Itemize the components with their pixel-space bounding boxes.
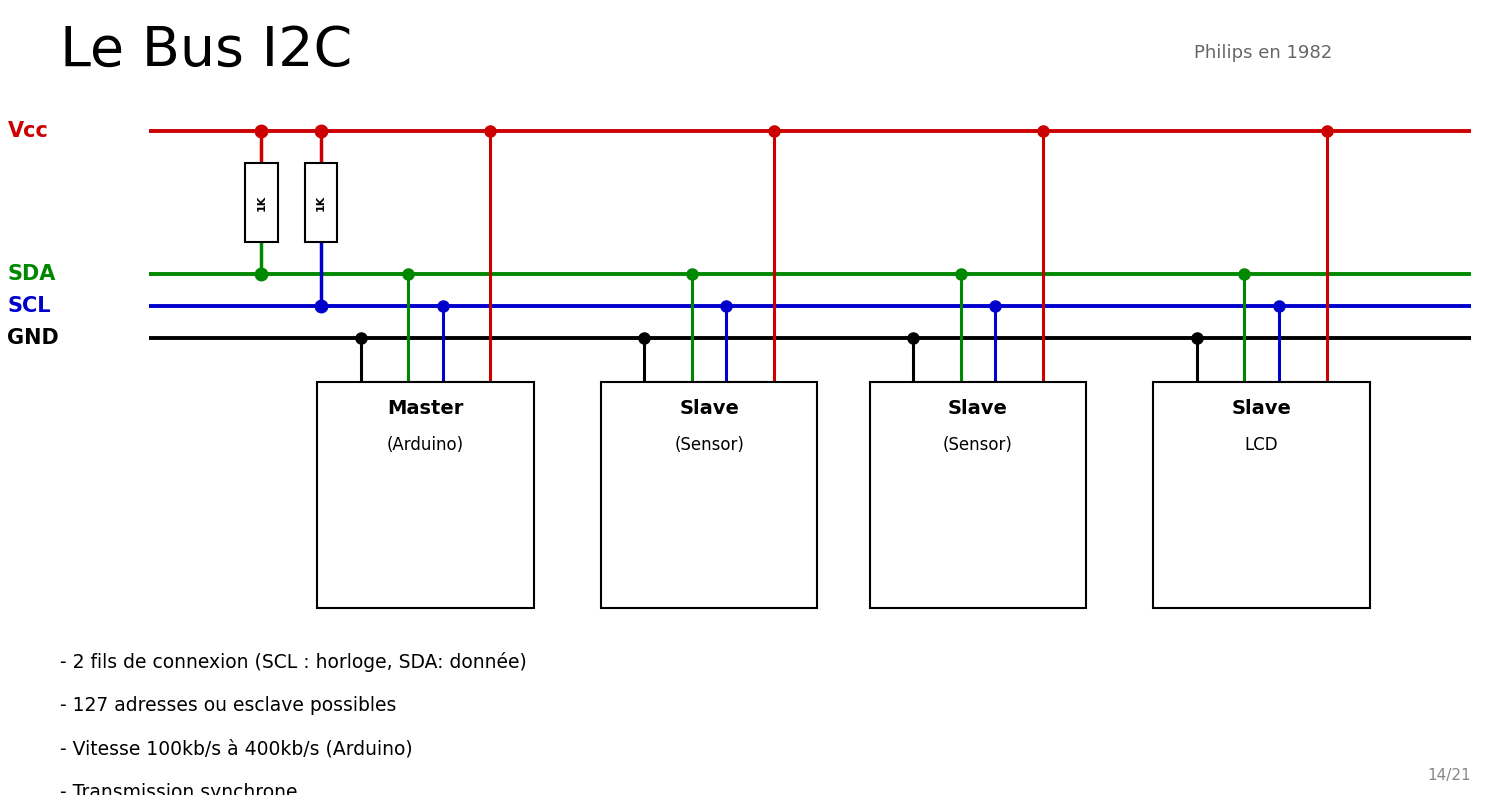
- Text: Vcc: Vcc: [7, 121, 48, 142]
- Text: - Transmission synchrone: - Transmission synchrone: [60, 783, 297, 795]
- Bar: [1153, 382, 1369, 608]
- Text: LCD: LCD: [1245, 436, 1278, 454]
- Text: GND: GND: [7, 328, 60, 348]
- Text: 1K: 1K: [317, 195, 325, 211]
- Text: 14/21: 14/21: [1427, 768, 1471, 783]
- Text: - 2 fils de connexion (SCL : horloge, SDA: donnée): - 2 fils de connexion (SCL : horloge, SD…: [60, 652, 527, 672]
- Bar: [305, 163, 337, 242]
- Text: (Arduino): (Arduino): [387, 436, 464, 454]
- Text: - Vitesse 100kb/s à 400kb/s (Arduino): - Vitesse 100kb/s à 400kb/s (Arduino): [60, 739, 412, 758]
- Text: Philips en 1982: Philips en 1982: [1194, 44, 1333, 62]
- Text: - 127 adresses ou esclave possibles: - 127 adresses ou esclave possibles: [60, 696, 396, 715]
- Bar: [245, 163, 278, 242]
- Text: SDA: SDA: [7, 264, 55, 285]
- Bar: [317, 382, 533, 608]
- Bar: [869, 382, 1087, 608]
- Bar: [600, 382, 818, 608]
- Text: Master: Master: [387, 399, 464, 418]
- Text: (Sensor): (Sensor): [675, 436, 744, 454]
- Text: SCL: SCL: [7, 296, 51, 316]
- Text: Slave: Slave: [679, 399, 739, 418]
- Text: Le Bus I2C: Le Bus I2C: [60, 24, 352, 78]
- Text: Slave: Slave: [1232, 399, 1291, 418]
- Text: Slave: Slave: [948, 399, 1008, 418]
- Text: (Sensor): (Sensor): [944, 436, 1012, 454]
- Text: 1K: 1K: [257, 195, 266, 211]
